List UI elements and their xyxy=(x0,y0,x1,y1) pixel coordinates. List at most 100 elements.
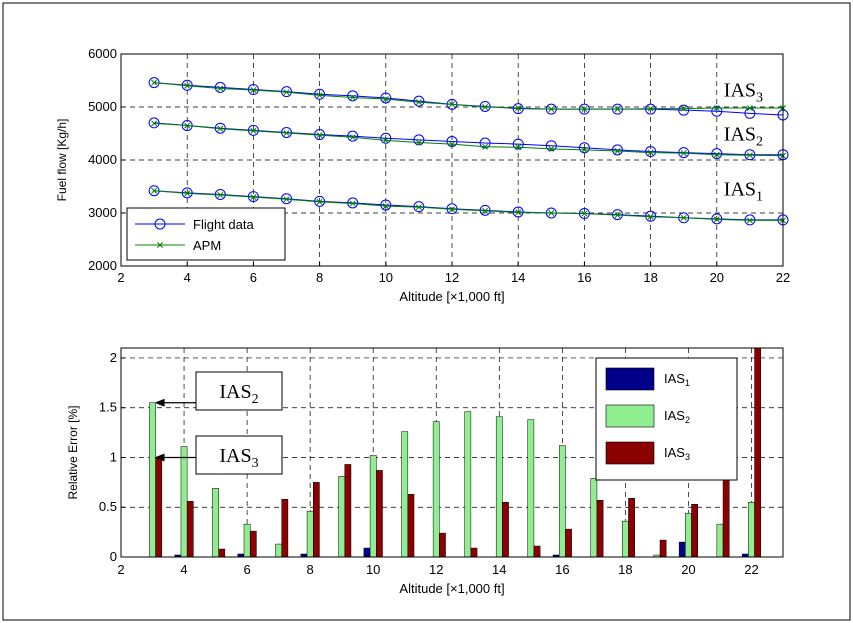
data-point xyxy=(380,92,392,104)
bar xyxy=(470,547,478,558)
data-point xyxy=(151,120,158,127)
legend-box xyxy=(126,207,286,261)
annotation-ias-2: IAS2 xyxy=(219,381,258,407)
bar xyxy=(212,488,219,558)
series-IAS2-apm xyxy=(151,120,786,159)
bar xyxy=(344,464,352,558)
data-point xyxy=(413,134,425,146)
x-tick-label: 4 xyxy=(180,562,187,577)
annotation-ias-2: IAS2 xyxy=(724,123,763,149)
x-tick-label: 20 xyxy=(710,270,724,285)
data-point xyxy=(349,94,356,101)
data-point xyxy=(316,198,323,205)
fuel-flow-y-axis-label: Fuel flow [Kg/h] xyxy=(55,119,69,202)
annotation-ias-3: IAS3 xyxy=(219,445,258,471)
data-point xyxy=(250,194,257,201)
data-point xyxy=(713,216,720,223)
legend-label-ias-2: IAS2 xyxy=(664,408,690,425)
data-point xyxy=(548,106,555,113)
data-point xyxy=(446,135,458,147)
data-point xyxy=(482,207,489,214)
data-point xyxy=(746,105,753,112)
y-tick-label: 2000 xyxy=(88,258,117,273)
bar xyxy=(464,411,472,558)
data-point xyxy=(382,96,389,103)
legend-label-ias-3: IAS3 xyxy=(664,445,690,462)
legend-swatch xyxy=(605,441,655,465)
data-point xyxy=(578,142,590,154)
data-point xyxy=(217,125,224,132)
legend-label: Flight data xyxy=(193,217,254,232)
x-tick-label: 4 xyxy=(184,270,191,285)
data-point xyxy=(545,140,557,152)
y-tick-label: 2 xyxy=(110,350,117,365)
data-point xyxy=(614,212,621,219)
relative-error-bars xyxy=(149,347,762,558)
x-tick-label: 6 xyxy=(243,562,250,577)
data-point xyxy=(380,132,392,144)
bar xyxy=(527,419,535,558)
relative-error-y-axis-label: Relative Error [%] xyxy=(66,405,80,499)
fuel-flow-axes-frame xyxy=(120,53,784,267)
data-point xyxy=(612,144,623,156)
x-tick-label: 18 xyxy=(618,562,632,577)
bar xyxy=(275,543,282,558)
bar xyxy=(243,523,251,558)
x-tick-label: 14 xyxy=(492,562,506,577)
data-point xyxy=(515,144,522,151)
fuel-flow-chart: 2 4 6 8 10 12 14 16 18 20 22 2000 3000 4000 5000 6000 I… xyxy=(55,46,790,304)
y-tick-label: 4000 xyxy=(88,152,117,167)
bar xyxy=(622,520,629,558)
bar xyxy=(249,530,257,558)
data-point xyxy=(449,141,455,148)
x-tick-label: 18 xyxy=(643,270,657,285)
data-point xyxy=(314,88,326,100)
data-point xyxy=(347,130,359,142)
data-point xyxy=(415,139,422,146)
bar xyxy=(149,402,156,558)
bar xyxy=(659,539,667,558)
bar xyxy=(407,494,415,558)
data-point xyxy=(151,79,158,86)
data-point xyxy=(382,137,389,144)
series-IAS2-flight-data xyxy=(148,117,789,161)
data-point xyxy=(614,148,621,154)
data-point xyxy=(711,105,723,117)
legend-label-ias-1: IAS1 xyxy=(664,371,690,388)
annotation-box xyxy=(195,371,283,411)
relative-error-chart: 2 4 6 8 10 12 14 16 18 20 22 0 0.5 1 1.5 2 IAS2 IAS3 IAS… xyxy=(66,347,784,596)
bar xyxy=(439,532,446,558)
data-point xyxy=(214,81,226,93)
series-line xyxy=(154,122,783,156)
bar xyxy=(401,431,409,558)
bar xyxy=(502,502,509,558)
data-point xyxy=(614,106,621,113)
data-point xyxy=(581,210,588,217)
data-point xyxy=(316,92,323,99)
bar xyxy=(218,548,226,558)
x-tick-label: 22 xyxy=(744,562,758,577)
legend-swatch xyxy=(605,367,655,391)
data-point xyxy=(347,90,359,102)
data-point xyxy=(148,117,160,129)
data-point xyxy=(581,106,588,113)
bar xyxy=(558,445,566,558)
data-point xyxy=(515,209,522,216)
annotation-box xyxy=(195,435,283,475)
series-line xyxy=(154,122,784,157)
bar xyxy=(369,455,377,558)
data-point xyxy=(184,82,191,89)
fuel-flow-x-axis-label: Altitude [×1,000 ft] xyxy=(399,289,504,304)
data-point xyxy=(645,146,657,158)
data-point xyxy=(581,146,588,153)
legend-marker xyxy=(157,242,163,248)
x-tick-label: 2 xyxy=(117,562,124,577)
data-point xyxy=(678,104,690,116)
x-tick-label: 20 xyxy=(681,562,695,577)
data-point xyxy=(548,145,555,152)
bar xyxy=(748,502,755,558)
bar xyxy=(186,501,194,558)
bar xyxy=(691,504,698,558)
